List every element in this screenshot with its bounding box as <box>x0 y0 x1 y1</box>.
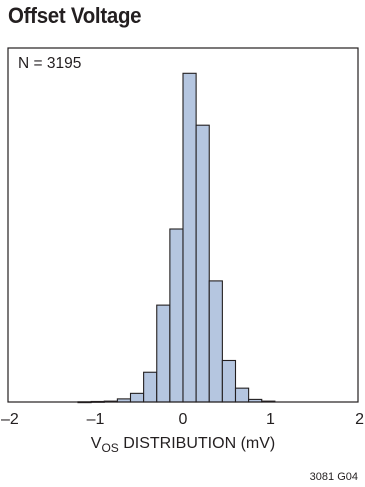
histogram-bar <box>129 392 145 403</box>
histogram-bar <box>156 304 171 403</box>
x-tick-label: 1 <box>266 411 275 428</box>
x-tick-label: 0 <box>179 411 188 428</box>
histogram-bar <box>182 72 197 403</box>
x-axis-label: VOS DISTRIBUTION (mV) <box>91 435 275 455</box>
chart-title: Offset Voltage <box>8 3 142 28</box>
histogram-bar <box>169 228 184 403</box>
x-tick-label: 2 <box>355 411 364 428</box>
histogram-bar <box>208 280 223 403</box>
x-tick-labels: –2 –1 0 1 2 <box>1 411 364 428</box>
x-axis-label-symbol: V <box>91 435 102 452</box>
sample-count-annotation: N = 3195 <box>18 55 81 72</box>
figure-code: 3081 G04 <box>310 471 358 483</box>
x-tick-label: –1 <box>87 411 105 428</box>
histogram-bar <box>221 359 237 403</box>
x-axis-label-text: DISTRIBUTION (mV) <box>119 435 275 452</box>
x-tick-label: –2 <box>1 411 19 428</box>
histogram-bars <box>77 72 276 404</box>
x-axis-label-subscript: OS <box>101 441 118 455</box>
plot-frame <box>7 47 359 403</box>
histogram-bar <box>195 124 210 403</box>
histogram-bar <box>234 387 250 403</box>
histogram-bar <box>143 371 158 403</box>
